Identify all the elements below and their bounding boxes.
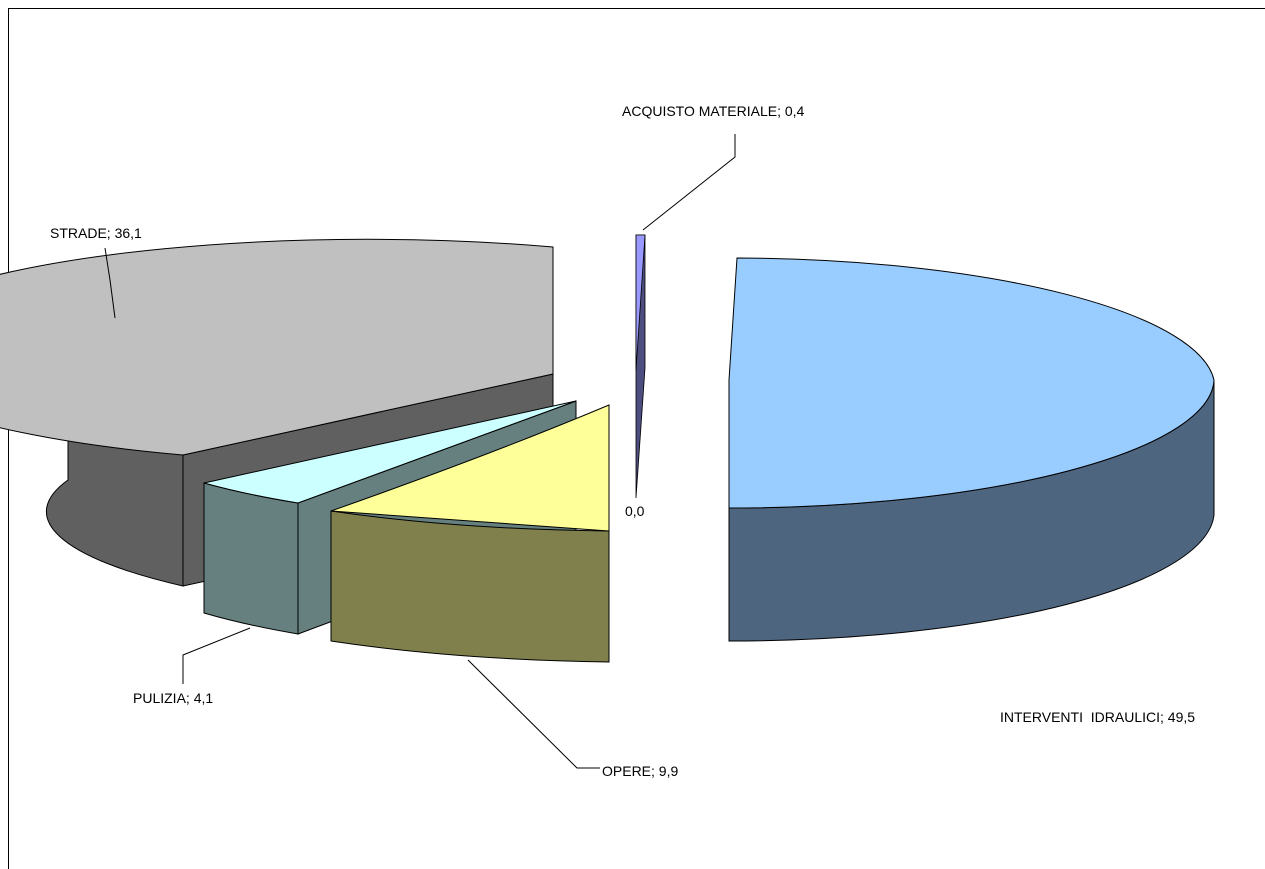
data-label-pulizia-value: 4,1 bbox=[194, 690, 214, 706]
slice-opere-side bbox=[330, 510, 610, 663]
data-label-acquisto-value: 0,4 bbox=[785, 103, 805, 119]
slice-interventi-top bbox=[728, 257, 1215, 509]
slice-opere-top bbox=[330, 404, 610, 532]
data-label-pulizia-sep: ; bbox=[186, 690, 194, 706]
data-label-acquisto-name: ACQUISTO MATERIALE bbox=[622, 103, 777, 119]
leader-line-strade bbox=[104, 247, 116, 319]
data-label-interventi-sep: ; bbox=[1160, 709, 1168, 725]
data-label-acquisto: ACQUISTO MATERIALE; 0,4 bbox=[622, 103, 805, 119]
data-label-strade-sep: ; bbox=[107, 225, 115, 241]
data-label-interventi-name: INTERVENTI IDRAULICI bbox=[1000, 709, 1160, 725]
data-label-zero: 0,0 bbox=[625, 503, 645, 519]
data-label-acquisto-sep: ; bbox=[777, 103, 785, 119]
leader-line-acquisto bbox=[642, 134, 736, 231]
slice-acquisto-top bbox=[635, 234, 646, 371]
data-label-opere-sep: ; bbox=[651, 763, 659, 779]
slice-pulizia-top bbox=[203, 400, 577, 504]
slice-strade-top bbox=[0, 238, 554, 456]
data-label-strade: STRADE; 36,1 bbox=[50, 225, 142, 241]
data-label-pulizia: PULIZIA; 4,1 bbox=[133, 690, 213, 706]
data-label-strade-name: STRADE bbox=[50, 225, 107, 241]
data-label-zero-value: 0,0 bbox=[625, 503, 645, 519]
data-label-pulizia-name: PULIZIA bbox=[133, 690, 187, 706]
data-label-opere: OPERE; 9,9 bbox=[602, 763, 678, 779]
slice-pulizia-side bbox=[203, 482, 299, 635]
leader-line-pulizia bbox=[182, 627, 251, 684]
chart-frame bbox=[8, 8, 1265, 869]
slice-interventi-idraulici bbox=[728, 257, 1215, 642]
slice-acquisto-materiale bbox=[635, 234, 646, 499]
data-label-interventi: INTERVENTI IDRAULICI; 49,5 bbox=[1000, 709, 1195, 725]
data-label-opere-value: 9,9 bbox=[659, 763, 679, 779]
slice-opere bbox=[330, 404, 610, 663]
data-label-opere-name: OPERE bbox=[602, 763, 651, 779]
leader-line-opere bbox=[467, 659, 600, 769]
data-label-interventi-value: 49,5 bbox=[1168, 709, 1195, 725]
data-label-strade-value: 36,1 bbox=[115, 225, 142, 241]
